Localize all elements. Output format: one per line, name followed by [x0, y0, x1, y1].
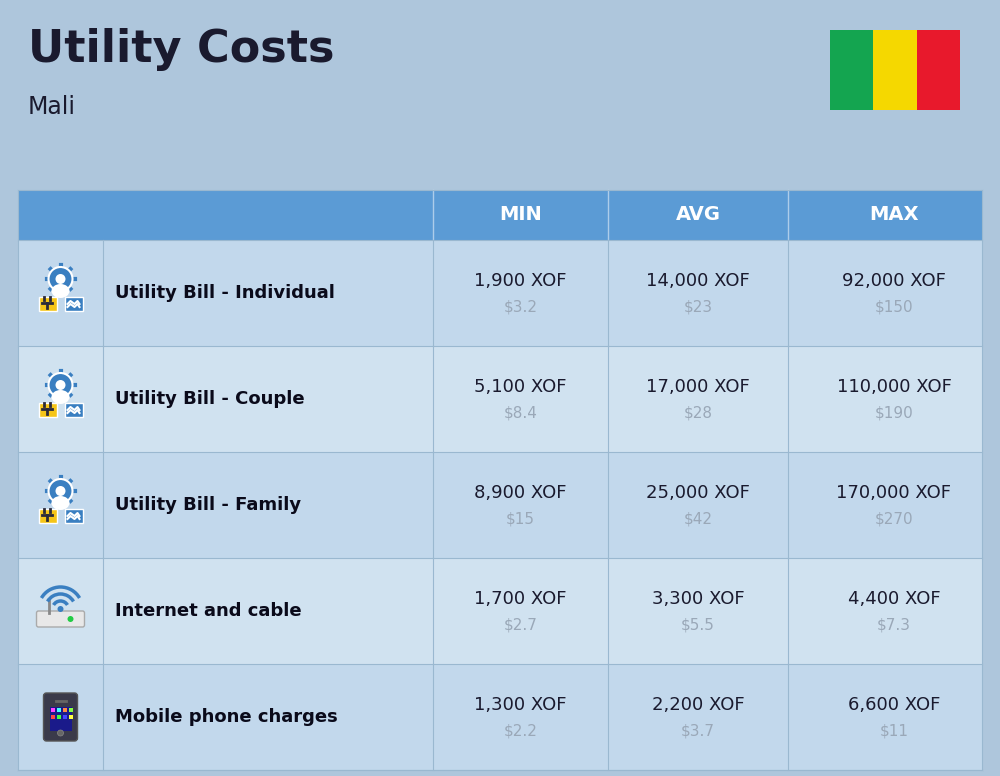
Text: 4,400 XOF: 4,400 XOF: [848, 590, 940, 608]
Bar: [38, 403, 56, 417]
Circle shape: [56, 274, 66, 284]
Bar: [18, 664, 982, 770]
Text: 25,000 XOF: 25,000 XOF: [646, 484, 750, 502]
Circle shape: [48, 479, 72, 503]
Circle shape: [58, 606, 64, 612]
Text: 92,000 XOF: 92,000 XOF: [842, 272, 946, 290]
Bar: [18, 240, 982, 346]
Text: $2.7: $2.7: [504, 618, 537, 632]
Text: $3.2: $3.2: [504, 300, 538, 314]
Text: $270: $270: [875, 511, 913, 526]
Bar: [62, 708, 66, 712]
Bar: [18, 346, 982, 452]
Bar: [64, 297, 82, 311]
Text: 17,000 XOF: 17,000 XOF: [646, 378, 750, 396]
FancyBboxPatch shape: [36, 611, 84, 627]
Bar: [64, 403, 82, 417]
Text: $42: $42: [684, 511, 712, 526]
Text: Utility Bill - Family: Utility Bill - Family: [115, 496, 301, 514]
Bar: [50, 708, 54, 712]
Text: $8.4: $8.4: [504, 406, 537, 421]
Bar: [38, 509, 56, 523]
Text: $15: $15: [506, 511, 535, 526]
Circle shape: [48, 267, 72, 291]
Text: $5.5: $5.5: [681, 618, 715, 632]
Bar: [873, 30, 917, 110]
Bar: [50, 715, 54, 719]
Text: 1,300 XOF: 1,300 XOF: [474, 696, 567, 714]
Circle shape: [68, 616, 74, 622]
Text: 3,300 XOF: 3,300 XOF: [652, 590, 744, 608]
Text: $11: $11: [880, 723, 908, 739]
Text: 110,000 XOF: 110,000 XOF: [837, 378, 951, 396]
Bar: [18, 452, 982, 558]
Bar: [62, 715, 66, 719]
Bar: [68, 715, 72, 719]
Bar: [18, 558, 982, 664]
Circle shape: [48, 373, 72, 397]
Bar: [917, 30, 960, 110]
Circle shape: [58, 730, 64, 736]
Text: $28: $28: [684, 406, 712, 421]
Ellipse shape: [52, 496, 70, 510]
Text: 5,100 XOF: 5,100 XOF: [474, 378, 567, 396]
Text: $190: $190: [875, 406, 913, 421]
Bar: [18, 190, 982, 240]
Ellipse shape: [52, 390, 70, 404]
Bar: [64, 509, 82, 523]
Text: $3.7: $3.7: [681, 723, 715, 739]
Text: MAX: MAX: [869, 206, 919, 224]
Text: Utility Costs: Utility Costs: [28, 28, 334, 71]
Text: Mali: Mali: [28, 95, 76, 119]
Text: 1,700 XOF: 1,700 XOF: [474, 590, 567, 608]
Bar: [830, 30, 873, 110]
Bar: [50, 707, 72, 731]
FancyBboxPatch shape: [44, 693, 78, 741]
Text: $2.2: $2.2: [504, 723, 537, 739]
Circle shape: [56, 380, 66, 390]
Text: $7.3: $7.3: [877, 618, 911, 632]
Ellipse shape: [52, 284, 70, 298]
Text: AVG: AVG: [676, 206, 720, 224]
Text: 8,900 XOF: 8,900 XOF: [474, 484, 567, 502]
Text: 1,900 XOF: 1,900 XOF: [474, 272, 567, 290]
Text: Utility Bill - Couple: Utility Bill - Couple: [115, 390, 305, 408]
Text: $23: $23: [683, 300, 713, 314]
Circle shape: [56, 486, 66, 496]
Text: 170,000 XOF: 170,000 XOF: [836, 484, 952, 502]
Text: 6,600 XOF: 6,600 XOF: [848, 696, 940, 714]
Bar: [56, 708, 60, 712]
Text: Mobile phone charges: Mobile phone charges: [115, 708, 338, 726]
Text: 14,000 XOF: 14,000 XOF: [646, 272, 750, 290]
Bar: [38, 297, 56, 311]
Text: Internet and cable: Internet and cable: [115, 602, 302, 620]
Text: 2,200 XOF: 2,200 XOF: [652, 696, 744, 714]
Text: $150: $150: [875, 300, 913, 314]
Bar: [56, 715, 60, 719]
Text: Utility Bill - Individual: Utility Bill - Individual: [115, 284, 335, 302]
Bar: [68, 708, 72, 712]
Text: MIN: MIN: [499, 206, 542, 224]
